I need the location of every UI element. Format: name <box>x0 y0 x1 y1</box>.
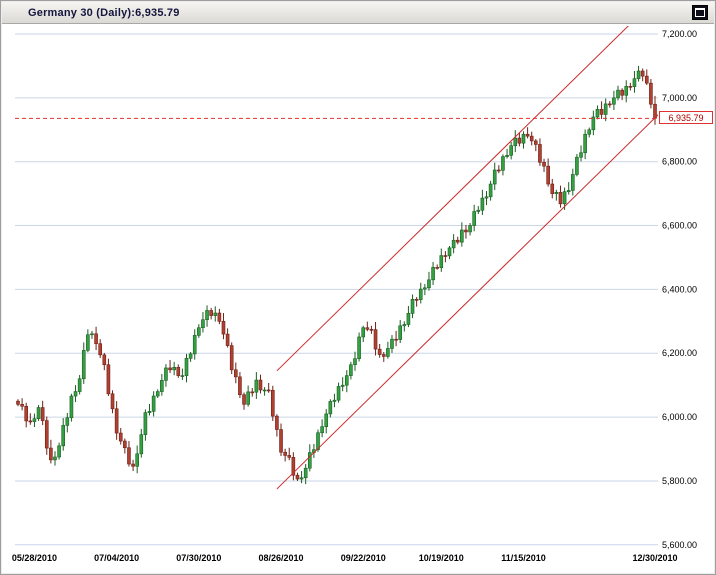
svg-text:7,000.00: 7,000.00 <box>662 93 697 103</box>
svg-text:09/22/2010: 09/22/2010 <box>341 553 386 563</box>
svg-text:08/26/2010: 08/26/2010 <box>258 553 303 563</box>
svg-text:10/19/2010: 10/19/2010 <box>419 553 464 563</box>
svg-text:6,800.00: 6,800.00 <box>662 157 697 167</box>
svg-text:5,800.00: 5,800.00 <box>662 476 697 486</box>
channel-lower[interactable] <box>276 114 659 490</box>
y-axis-labels: 7,200.00 7,000.00 6,800.00 6,600.00 6,400.00… <box>662 29 697 550</box>
svg-text:12/30/2010: 12/30/2010 <box>632 553 677 563</box>
last-price-badge: 6,935.79 <box>659 111 713 125</box>
collapse-icon <box>695 8 705 17</box>
svg-text:7,200.00: 7,200.00 <box>662 29 697 39</box>
svg-text:07/30/2010: 07/30/2010 <box>176 553 221 563</box>
svg-text:6,200.00: 6,200.00 <box>662 348 697 358</box>
collapse-button[interactable] <box>692 5 708 20</box>
svg-text:5,600.00: 5,600.00 <box>662 540 697 550</box>
svg-text:6,600.00: 6,600.00 <box>662 221 697 231</box>
y-gridlines <box>15 33 658 546</box>
svg-text:07/04/2010: 07/04/2010 <box>94 553 139 563</box>
x-axis-labels: 05/28/2010 07/04/2010 07/30/2010 08/26/2010… <box>12 553 678 563</box>
svg-text:05/28/2010: 05/28/2010 <box>12 553 57 563</box>
channel-upper[interactable] <box>276 1 659 372</box>
trend-channel[interactable] <box>276 1 659 490</box>
chart-title: Germany 30 (Daily):6,935.79 <box>28 6 180 19</box>
svg-text:6,000.00: 6,000.00 <box>662 412 697 422</box>
svg-text:6,400.00: 6,400.00 <box>662 284 697 294</box>
chart-title-bar[interactable]: Germany 30 (Daily):6,935.79 <box>2 2 714 24</box>
svg-text:11/15/2010: 11/15/2010 <box>501 553 546 563</box>
candles-layer <box>16 65 657 485</box>
